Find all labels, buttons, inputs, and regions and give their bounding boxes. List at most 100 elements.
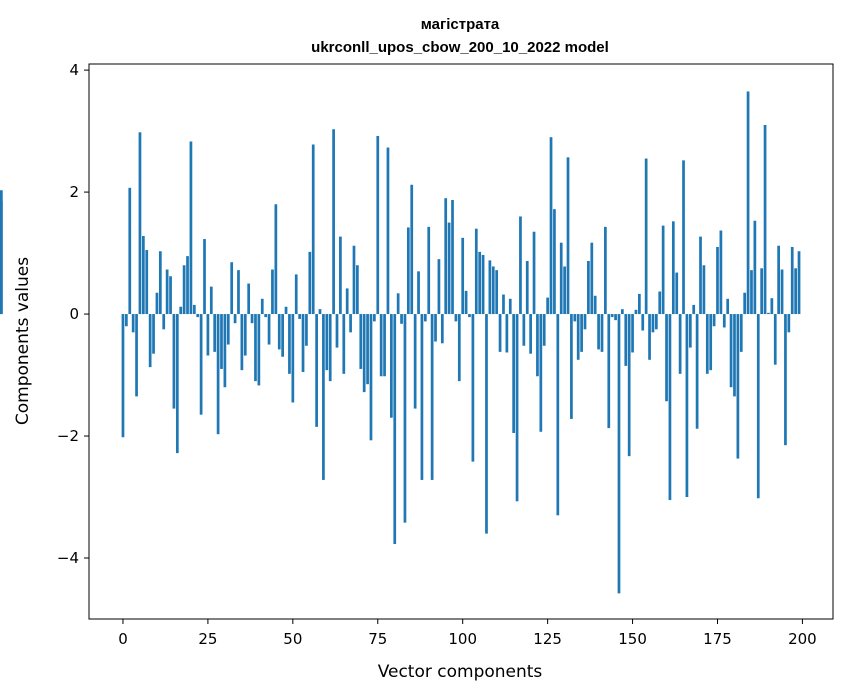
bar: [209, 286, 213, 315]
bar: [580, 314, 583, 352]
bar: [243, 314, 247, 356]
bar: [495, 270, 499, 315]
bar: [733, 314, 736, 397]
bar: [600, 314, 604, 352]
bar: [400, 314, 403, 324]
bar: [189, 141, 193, 315]
y-tick-label: 2: [69, 183, 79, 201]
bar: [573, 314, 577, 322]
bar: [223, 314, 227, 388]
bar: [322, 314, 325, 480]
bar: [739, 314, 743, 352]
bar: [240, 314, 244, 371]
bar: [519, 216, 522, 315]
bar: [427, 226, 431, 315]
bar: [604, 226, 607, 315]
bar: [254, 314, 257, 382]
bar: [756, 314, 760, 499]
bar: [753, 220, 757, 315]
bar: [722, 314, 726, 328]
bar: [468, 314, 471, 318]
bar: [437, 259, 441, 315]
bar: [566, 157, 570, 315]
bar: [410, 184, 414, 315]
bar: [257, 314, 261, 386]
bar: [420, 314, 424, 480]
bar: [539, 314, 543, 432]
bar: [787, 314, 791, 333]
bar: [743, 292, 747, 315]
bar: [716, 246, 719, 315]
bar: [199, 314, 203, 415]
bar: [148, 314, 152, 368]
bar: [315, 314, 318, 427]
bar: [220, 314, 223, 369]
bar: [186, 256, 189, 315]
bar: [145, 250, 149, 315]
bar: [267, 314, 271, 345]
bar: [339, 236, 342, 315]
bar: [597, 314, 600, 350]
bar: [142, 235, 145, 315]
bar: [461, 237, 465, 315]
bar: [682, 160, 685, 315]
bar: [423, 314, 427, 322]
y-tick-label: 4: [69, 61, 79, 79]
bar: [369, 314, 373, 441]
bar: [0, 190, 3, 315]
bar: [678, 314, 682, 374]
bar: [488, 260, 492, 315]
bar: [471, 314, 475, 462]
bar: [790, 246, 794, 315]
bar: [515, 314, 519, 502]
bar: [301, 314, 305, 372]
bar: [770, 298, 774, 315]
bar: [179, 306, 183, 315]
x-tick-label: 25: [198, 630, 217, 648]
bar: [651, 314, 655, 333]
bar: [587, 260, 590, 315]
bar: [525, 260, 529, 315]
bar: [128, 187, 132, 315]
bar: [226, 314, 230, 345]
x-tick-label: 175: [703, 630, 732, 648]
x-tick-label: 150: [618, 630, 647, 648]
bar: [216, 314, 220, 435]
bar: [553, 209, 556, 315]
bar: [192, 304, 196, 315]
bar: [454, 314, 458, 322]
bar: [325, 314, 329, 371]
bar: [536, 314, 539, 377]
bar: [288, 314, 291, 374]
bar: [546, 297, 549, 315]
bar: [481, 254, 485, 315]
bar: [390, 314, 393, 418]
bar: [780, 269, 784, 315]
bar: [532, 231, 536, 315]
bar: [247, 283, 251, 315]
bar: [508, 298, 512, 315]
bar: [260, 298, 264, 315]
bar: [291, 314, 295, 403]
bar: [794, 268, 797, 315]
bar: [485, 314, 488, 534]
x-tick-label: 100: [448, 630, 477, 648]
bar: [386, 147, 390, 315]
bar: [654, 314, 658, 330]
bar: [529, 314, 532, 354]
bar: [233, 314, 237, 324]
bar: [155, 292, 159, 315]
plot-frame: [88, 63, 834, 620]
bar: [763, 124, 767, 315]
bar: [621, 309, 624, 315]
x-axis-label: Vector components: [378, 662, 543, 682]
bar: [125, 314, 128, 327]
bar: [121, 314, 125, 438]
bar: [373, 314, 376, 322]
x-tick-label: 0: [118, 630, 128, 648]
bar: [328, 314, 332, 382]
bar: [559, 242, 563, 315]
bar: [403, 314, 407, 523]
bar: [434, 314, 437, 342]
bar: [196, 314, 200, 318]
